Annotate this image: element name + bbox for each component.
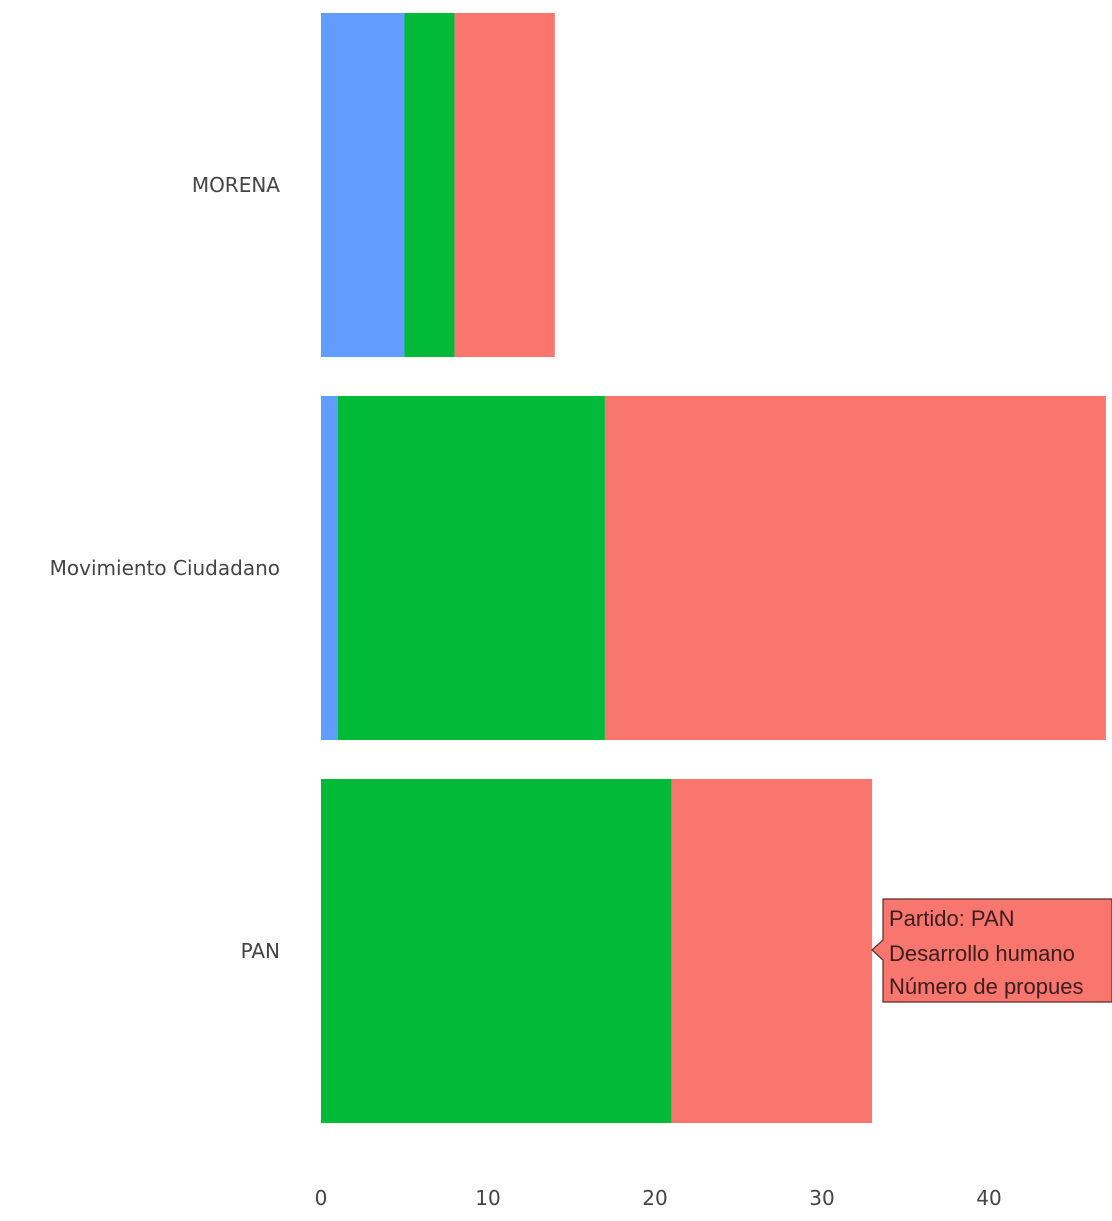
tooltip-box bbox=[871, 898, 1112, 1003]
bar-segment-0-0[interactable] bbox=[321, 13, 405, 357]
x-tick-label: 0 bbox=[315, 1186, 328, 1210]
x-tick-label: 20 bbox=[642, 1186, 667, 1210]
hover-tooltip: Partido: PAN Desarrollo humano Número de… bbox=[871, 898, 1112, 1003]
x-tick-label: 30 bbox=[809, 1186, 834, 1210]
bar-segment-0-2[interactable] bbox=[454, 13, 555, 357]
tooltip-line-category: Desarrollo humano bbox=[889, 941, 1075, 966]
category-label: Movimiento Ciudadano bbox=[50, 556, 280, 580]
bar-segment-2-2[interactable] bbox=[671, 779, 873, 1123]
x-tick-label: 10 bbox=[475, 1186, 500, 1210]
x-axis-ticks: 0 10 20 30 40 bbox=[315, 1186, 1002, 1210]
bar-segment-1-2[interactable] bbox=[604, 396, 1106, 740]
bar-segment-1-0[interactable] bbox=[321, 396, 338, 740]
bar-segment-2-1[interactable] bbox=[321, 779, 672, 1123]
x-tick-label: 40 bbox=[976, 1186, 1001, 1210]
category-label: MORENA bbox=[192, 173, 280, 197]
bars-layer bbox=[321, 13, 1106, 1123]
category-labels: MORENA Movimiento Ciudadano PAN bbox=[50, 173, 281, 963]
tooltip-line-count: Número de propues bbox=[889, 974, 1083, 999]
bar-segment-1-1[interactable] bbox=[337, 396, 605, 740]
category-label: PAN bbox=[241, 939, 280, 963]
bar-segment-0-1[interactable] bbox=[404, 13, 455, 357]
tooltip-line-party: Partido: PAN bbox=[889, 906, 1015, 931]
